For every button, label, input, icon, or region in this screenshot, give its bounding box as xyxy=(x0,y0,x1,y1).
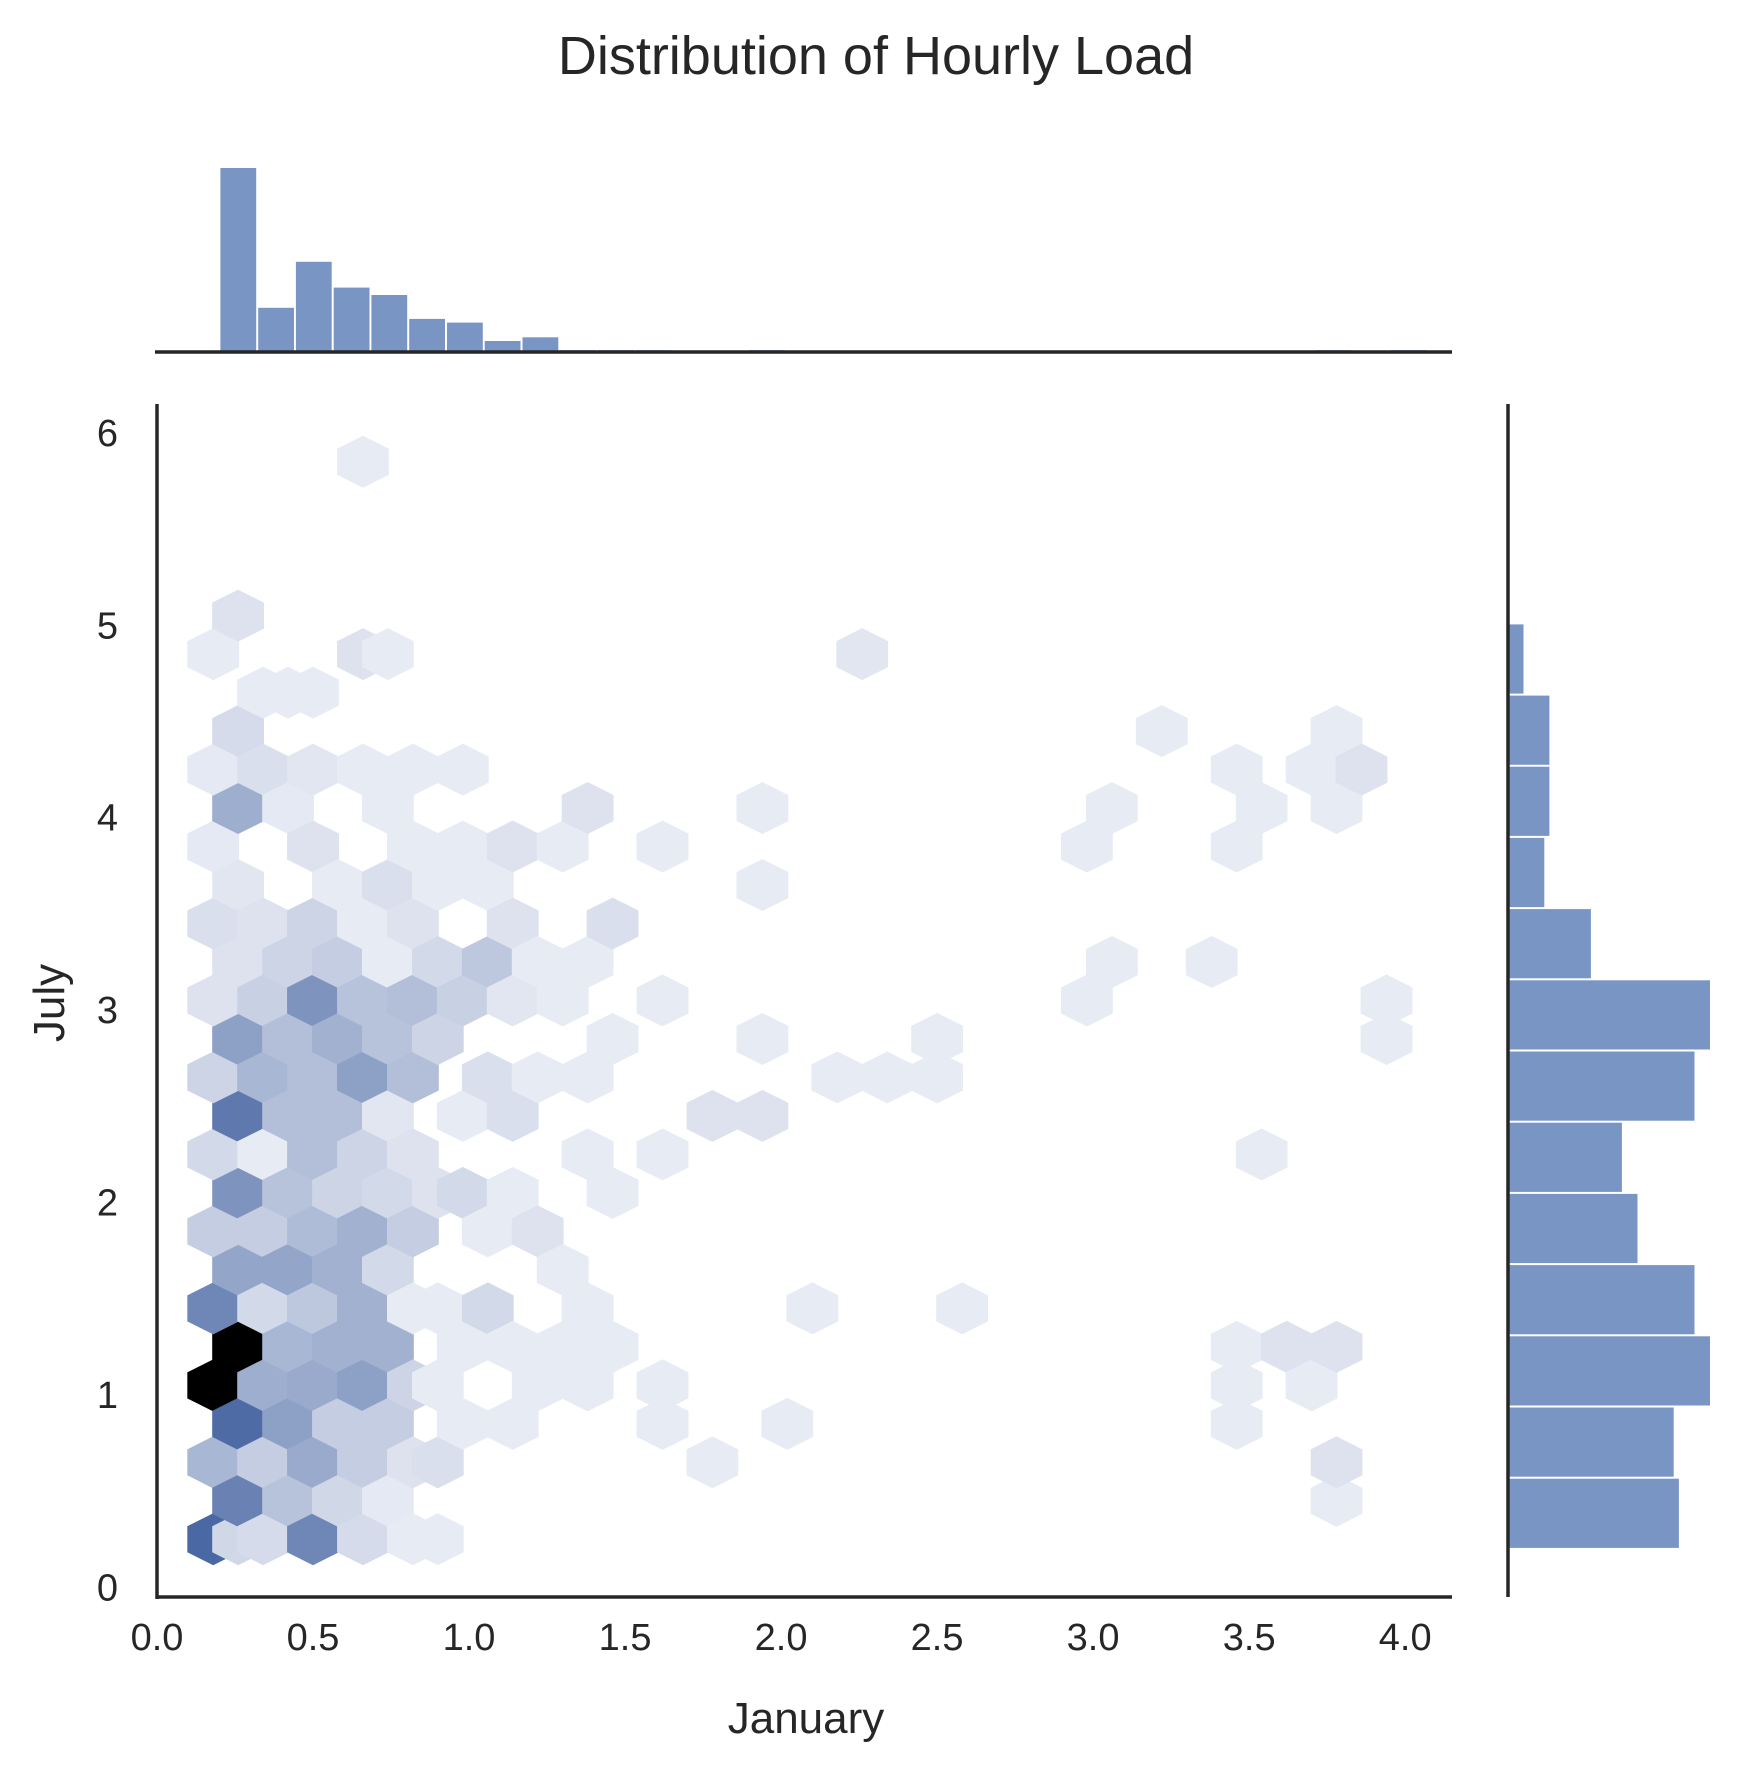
y-tick-label: 3 xyxy=(97,990,118,1032)
hexbin-cell xyxy=(1310,1320,1363,1373)
hexbin-cell xyxy=(636,820,689,873)
hexbin-cell xyxy=(911,1051,964,1104)
y-hist-bar xyxy=(1508,980,1710,1050)
y-tick-labels: 0 1 2 3 4 5 6 xyxy=(97,413,118,1610)
y-hist-bar xyxy=(1508,1265,1695,1335)
x-hist-bar xyxy=(484,341,521,352)
x-tick-label: 3.5 xyxy=(1223,1617,1276,1659)
x-tick-label: 1.5 xyxy=(599,1617,652,1659)
x-tick-label: 2.5 xyxy=(911,1617,964,1659)
y-hist-bar xyxy=(1508,837,1545,908)
hexbin-cell xyxy=(936,1282,989,1335)
hexbin-cell xyxy=(636,974,689,1027)
x-tick-label: 1.0 xyxy=(443,1617,496,1659)
hexbin-cell xyxy=(561,782,614,835)
hexbin-cell xyxy=(386,1205,439,1258)
x-axis-label: January xyxy=(728,1694,885,1743)
x-hist-bar xyxy=(371,295,408,352)
hexbin-cell xyxy=(1335,743,1388,796)
hexbin-cell xyxy=(1235,782,1288,835)
hexbin-cell xyxy=(1086,782,1138,835)
right-marginal-histogram xyxy=(1508,624,1710,1548)
hexbin-cell xyxy=(586,1320,639,1373)
hexbin-cell xyxy=(861,1051,914,1104)
hexbin-cell xyxy=(586,1012,639,1066)
hexbin-cell xyxy=(411,1513,464,1566)
hexbin-cell xyxy=(361,628,414,681)
hexbin-cell xyxy=(1210,1397,1263,1450)
y-hist-bar xyxy=(1508,624,1524,694)
x-hist-bar xyxy=(295,261,332,352)
y-hist-bar xyxy=(1508,1122,1622,1192)
x-hist-bar xyxy=(447,322,483,352)
hexbin-plot xyxy=(187,435,1413,1566)
hexbin-cell xyxy=(586,1166,639,1219)
hexbin-cell xyxy=(686,1436,739,1489)
hexbin-cell xyxy=(736,1089,789,1142)
y-hist-bar xyxy=(1508,695,1550,765)
hexbin-cell xyxy=(736,782,789,835)
y-hist-bar xyxy=(1508,909,1591,979)
hexbin-cell xyxy=(536,974,589,1027)
hexbin-cell xyxy=(1360,1012,1413,1066)
hexbin-cell xyxy=(536,820,589,873)
hexbin-cell xyxy=(1135,705,1188,758)
x-hist-bar xyxy=(258,307,294,352)
hexbin-cell xyxy=(1210,1320,1263,1373)
x-hist-bar xyxy=(522,337,559,352)
hexbin-cell xyxy=(636,1359,689,1412)
hexbin-cell xyxy=(287,666,339,719)
hexbin-cell xyxy=(736,859,789,912)
x-tick-label: 3.0 xyxy=(1067,1617,1120,1659)
hexbin-cell xyxy=(736,1012,789,1066)
x-hist-bar xyxy=(409,318,445,352)
hexbin-cell xyxy=(212,589,265,642)
y-hist-bar xyxy=(1508,1478,1679,1548)
hexbin-cell xyxy=(187,820,240,873)
hexbin-cell xyxy=(1310,1436,1363,1489)
hexbin-cell xyxy=(911,1012,964,1066)
y-tick-label: 5 xyxy=(97,605,118,647)
hexbin-cell xyxy=(1210,1359,1263,1412)
y-hist-bar xyxy=(1508,1407,1674,1477)
y-hist-bar xyxy=(1508,1051,1695,1121)
hexbin-cell xyxy=(337,435,389,488)
hexbin-cell xyxy=(436,743,489,796)
x-tick-labels: 0.0 0.5 1.0 1.5 2.0 2.5 3.0 3.5 4.0 xyxy=(131,1617,1432,1659)
y-tick-label: 1 xyxy=(97,1375,118,1417)
hexbin-cell xyxy=(1285,1359,1338,1412)
y-tick-label: 6 xyxy=(97,413,118,455)
hexbin-cell xyxy=(1360,974,1413,1027)
y-hist-bar xyxy=(1508,1193,1638,1264)
chart-title: Distribution of Hourly Load xyxy=(558,26,1194,86)
hexbin-cell xyxy=(1310,1474,1363,1527)
hexbin-cell xyxy=(636,1128,689,1181)
hexbin-cell xyxy=(686,1089,739,1142)
hexbin-cell xyxy=(786,1282,839,1335)
y-axis-label: July xyxy=(25,964,74,1042)
hexbin-cell xyxy=(1235,1128,1288,1181)
x-tick-label: 0.5 xyxy=(287,1617,340,1659)
x-hist-bar xyxy=(333,287,370,352)
x-hist-bar xyxy=(220,168,257,352)
top-marginal-histogram xyxy=(220,168,1427,352)
hexbin-cell xyxy=(1185,935,1238,989)
hexbin-cell xyxy=(1086,935,1138,989)
y-hist-bar xyxy=(1508,766,1550,836)
x-tick-label: 4.0 xyxy=(1379,1617,1432,1659)
x-tick-label: 2.0 xyxy=(755,1617,808,1659)
y-tick-label: 4 xyxy=(97,798,118,840)
y-tick-label: 0 xyxy=(97,1567,118,1609)
y-hist-bar xyxy=(1508,1336,1710,1406)
hexbin-cell xyxy=(187,628,240,681)
hexbin-cell xyxy=(761,1397,814,1450)
hexbin-cell xyxy=(836,628,889,681)
hexbin-cell xyxy=(811,1051,864,1104)
hexbin-cell xyxy=(636,1397,689,1450)
y-tick-label: 2 xyxy=(97,1183,118,1225)
hexbin-cell xyxy=(586,897,639,950)
x-tick-label: 0.0 xyxy=(131,1617,184,1659)
